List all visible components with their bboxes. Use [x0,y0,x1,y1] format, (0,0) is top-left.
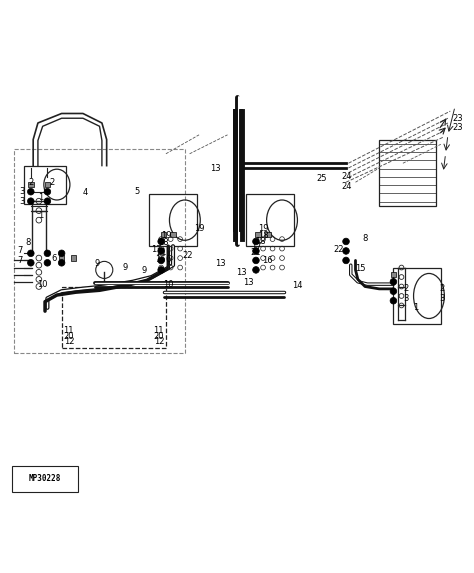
Circle shape [253,248,259,254]
Text: 21: 21 [251,248,261,257]
Circle shape [390,297,397,304]
Text: 17: 17 [151,245,162,254]
Bar [393,268,441,324]
Circle shape [343,248,349,254]
Text: 10: 10 [163,280,173,289]
Bar [45,182,50,187]
Text: 2: 2 [28,178,34,187]
Circle shape [27,260,34,266]
Text: 23: 23 [452,113,463,123]
Bar [24,166,66,203]
Text: 22: 22 [334,245,344,254]
Text: MP30228: MP30228 [29,474,61,483]
Bar [265,231,271,237]
Circle shape [253,257,259,264]
Text: 2: 2 [439,284,445,293]
Bar [28,182,34,187]
Text: 15: 15 [355,264,365,273]
Text: 6: 6 [52,254,57,262]
Bar [391,272,396,277]
Text: 20: 20 [154,332,164,341]
Text: 1: 1 [38,211,44,220]
Circle shape [158,266,164,273]
Text: 8: 8 [362,234,368,242]
Text: 6: 6 [165,255,171,264]
Text: 14: 14 [292,281,303,290]
Text: 4: 4 [82,188,88,197]
Circle shape [158,257,164,264]
Text: 9: 9 [123,263,128,272]
Circle shape [158,238,164,245]
Circle shape [44,198,51,205]
Circle shape [253,238,259,245]
Circle shape [390,278,397,285]
Text: 13: 13 [237,268,247,277]
Circle shape [343,238,349,245]
Text: 16: 16 [263,256,273,265]
Bar [379,140,436,206]
Bar [161,231,166,237]
Bar [170,231,176,237]
Text: 9: 9 [142,266,147,276]
Text: 2: 2 [49,178,55,187]
Text: 3: 3 [403,294,409,303]
Text: 24: 24 [342,172,352,181]
Circle shape [27,189,34,195]
Circle shape [58,260,65,266]
Text: 8: 8 [26,238,31,248]
Text: 18: 18 [158,238,169,248]
Text: 13: 13 [215,259,226,268]
Bar [246,194,294,246]
Text: 21: 21 [156,248,166,257]
Text: 3: 3 [19,197,25,206]
Circle shape [158,248,164,254]
Text: 12: 12 [155,336,165,346]
Text: 24: 24 [342,182,352,190]
Circle shape [44,260,51,266]
Text: 7: 7 [17,256,23,265]
Text: 7: 7 [17,246,23,256]
Bar [255,231,261,237]
Circle shape [58,250,65,257]
Text: 13: 13 [210,164,221,174]
Text: 1: 1 [413,303,419,312]
Text: 19: 19 [161,231,171,240]
Text: 11: 11 [64,325,74,335]
Text: 19: 19 [194,224,204,233]
Text: 19: 19 [258,224,268,233]
Circle shape [27,250,34,257]
Text: 13: 13 [244,278,254,287]
Text: 10: 10 [37,280,48,289]
Text: 23: 23 [452,123,463,132]
Bar [149,194,197,246]
Circle shape [44,189,51,195]
Circle shape [390,288,397,295]
Circle shape [343,257,349,264]
Text: 3: 3 [439,294,445,303]
Text: 18: 18 [255,237,266,246]
Text: 3: 3 [19,187,25,196]
Text: 22: 22 [182,251,192,260]
Text: 18: 18 [258,231,268,240]
Bar [59,255,64,261]
Text: 2: 2 [403,284,409,293]
Text: 20: 20 [64,332,74,341]
Text: 1: 1 [38,193,44,202]
Text: 16: 16 [155,254,165,264]
Circle shape [27,198,34,205]
Circle shape [253,266,259,273]
Text: 9: 9 [94,259,100,268]
Text: 11: 11 [154,325,164,335]
Text: 5: 5 [135,187,140,196]
Bar [71,255,76,261]
Circle shape [44,250,51,257]
Text: 12: 12 [64,336,75,346]
Text: 25: 25 [316,174,327,183]
Text: 17: 17 [251,242,261,251]
